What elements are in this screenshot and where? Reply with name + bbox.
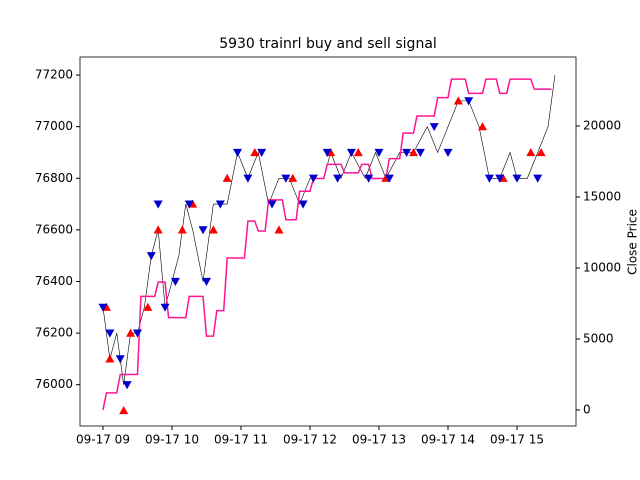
- sell-marker: [105, 329, 115, 338]
- y-tick-label: 76800: [35, 171, 73, 185]
- buy-marker: [453, 96, 463, 105]
- buy-marker: [408, 147, 418, 157]
- y2-tick-label: 10000: [583, 260, 621, 274]
- sell-marker: [153, 200, 163, 209]
- sell-marker: [201, 277, 211, 286]
- sell-marker: [215, 200, 225, 209]
- buy-marker: [126, 328, 136, 337]
- y-tick-label: 76400: [35, 274, 73, 288]
- sell-marker: [98, 303, 108, 312]
- x-tick-label: 09-17 12: [283, 433, 337, 447]
- sell-marker: [257, 148, 267, 157]
- x-tick-label: 09-17 11: [214, 433, 268, 447]
- sell-marker: [384, 174, 394, 183]
- sell-marker: [160, 303, 170, 312]
- sell-marker: [198, 226, 208, 235]
- buy-marker: [477, 122, 487, 131]
- sell-marker: [333, 174, 343, 183]
- sell-marker: [415, 148, 425, 157]
- sell-marker: [484, 174, 494, 183]
- y2-tick-label: 0: [583, 402, 591, 416]
- sell-marker: [464, 97, 474, 106]
- x-tick-label: 09-17 13: [352, 433, 406, 447]
- buy-marker: [119, 406, 129, 415]
- sell-marker: [429, 123, 439, 132]
- buy-marker: [177, 225, 187, 234]
- buy-marker: [153, 225, 163, 234]
- sell-marker: [281, 174, 291, 183]
- y-tick-label: 77000: [35, 119, 73, 133]
- sell-marker: [364, 174, 374, 183]
- sell-marker: [298, 200, 308, 209]
- sell-marker: [322, 148, 332, 157]
- buy-marker: [526, 147, 536, 157]
- buy-marker: [208, 225, 218, 234]
- buy-marker: [536, 147, 546, 157]
- sell-marker: [243, 174, 253, 183]
- buy-marker: [274, 225, 284, 234]
- x-tick-label: 09-17 09: [76, 433, 130, 447]
- y2-tick-label: 20000: [583, 119, 621, 133]
- sell-marker: [346, 148, 356, 157]
- sell-marker: [512, 174, 522, 183]
- y-tick-label: 76000: [35, 377, 73, 391]
- y2-tick-label: 15000: [583, 189, 621, 203]
- chart-title: 5930 trainrl buy and sell signal: [219, 36, 437, 52]
- sell-marker: [146, 252, 156, 261]
- sell-marker: [495, 174, 505, 183]
- y2-tick-label: 5000: [583, 331, 614, 345]
- sell-marker: [184, 200, 194, 209]
- buy-marker: [143, 302, 153, 311]
- buy-marker: [105, 354, 115, 363]
- y-tick-label: 77200: [35, 68, 73, 82]
- sell-marker: [233, 148, 243, 157]
- y-tick-label: 76200: [35, 326, 73, 340]
- x-tick-label: 09-17 10: [145, 433, 199, 447]
- buy-marker: [288, 173, 298, 182]
- sell-marker: [122, 381, 132, 390]
- sell-marker: [374, 148, 384, 157]
- x-tick-label: 09-17 14: [421, 433, 475, 447]
- buy-marker: [222, 173, 232, 182]
- buy-marker: [250, 147, 260, 157]
- sell-marker: [115, 355, 125, 364]
- buy-marker: [353, 147, 363, 157]
- x-tick-label: 09-17 15: [490, 433, 544, 447]
- sell-marker: [170, 277, 180, 286]
- sell-marker: [267, 200, 277, 209]
- sell-marker: [308, 174, 318, 183]
- sell-marker: [402, 148, 412, 157]
- plot-frame: [79, 56, 577, 427]
- sell-marker: [132, 329, 142, 338]
- y-tick-label: 76600: [35, 222, 73, 236]
- sell-marker: [443, 148, 453, 157]
- sell-marker: [533, 174, 543, 183]
- y2-axis-label: Close Price: [626, 209, 640, 275]
